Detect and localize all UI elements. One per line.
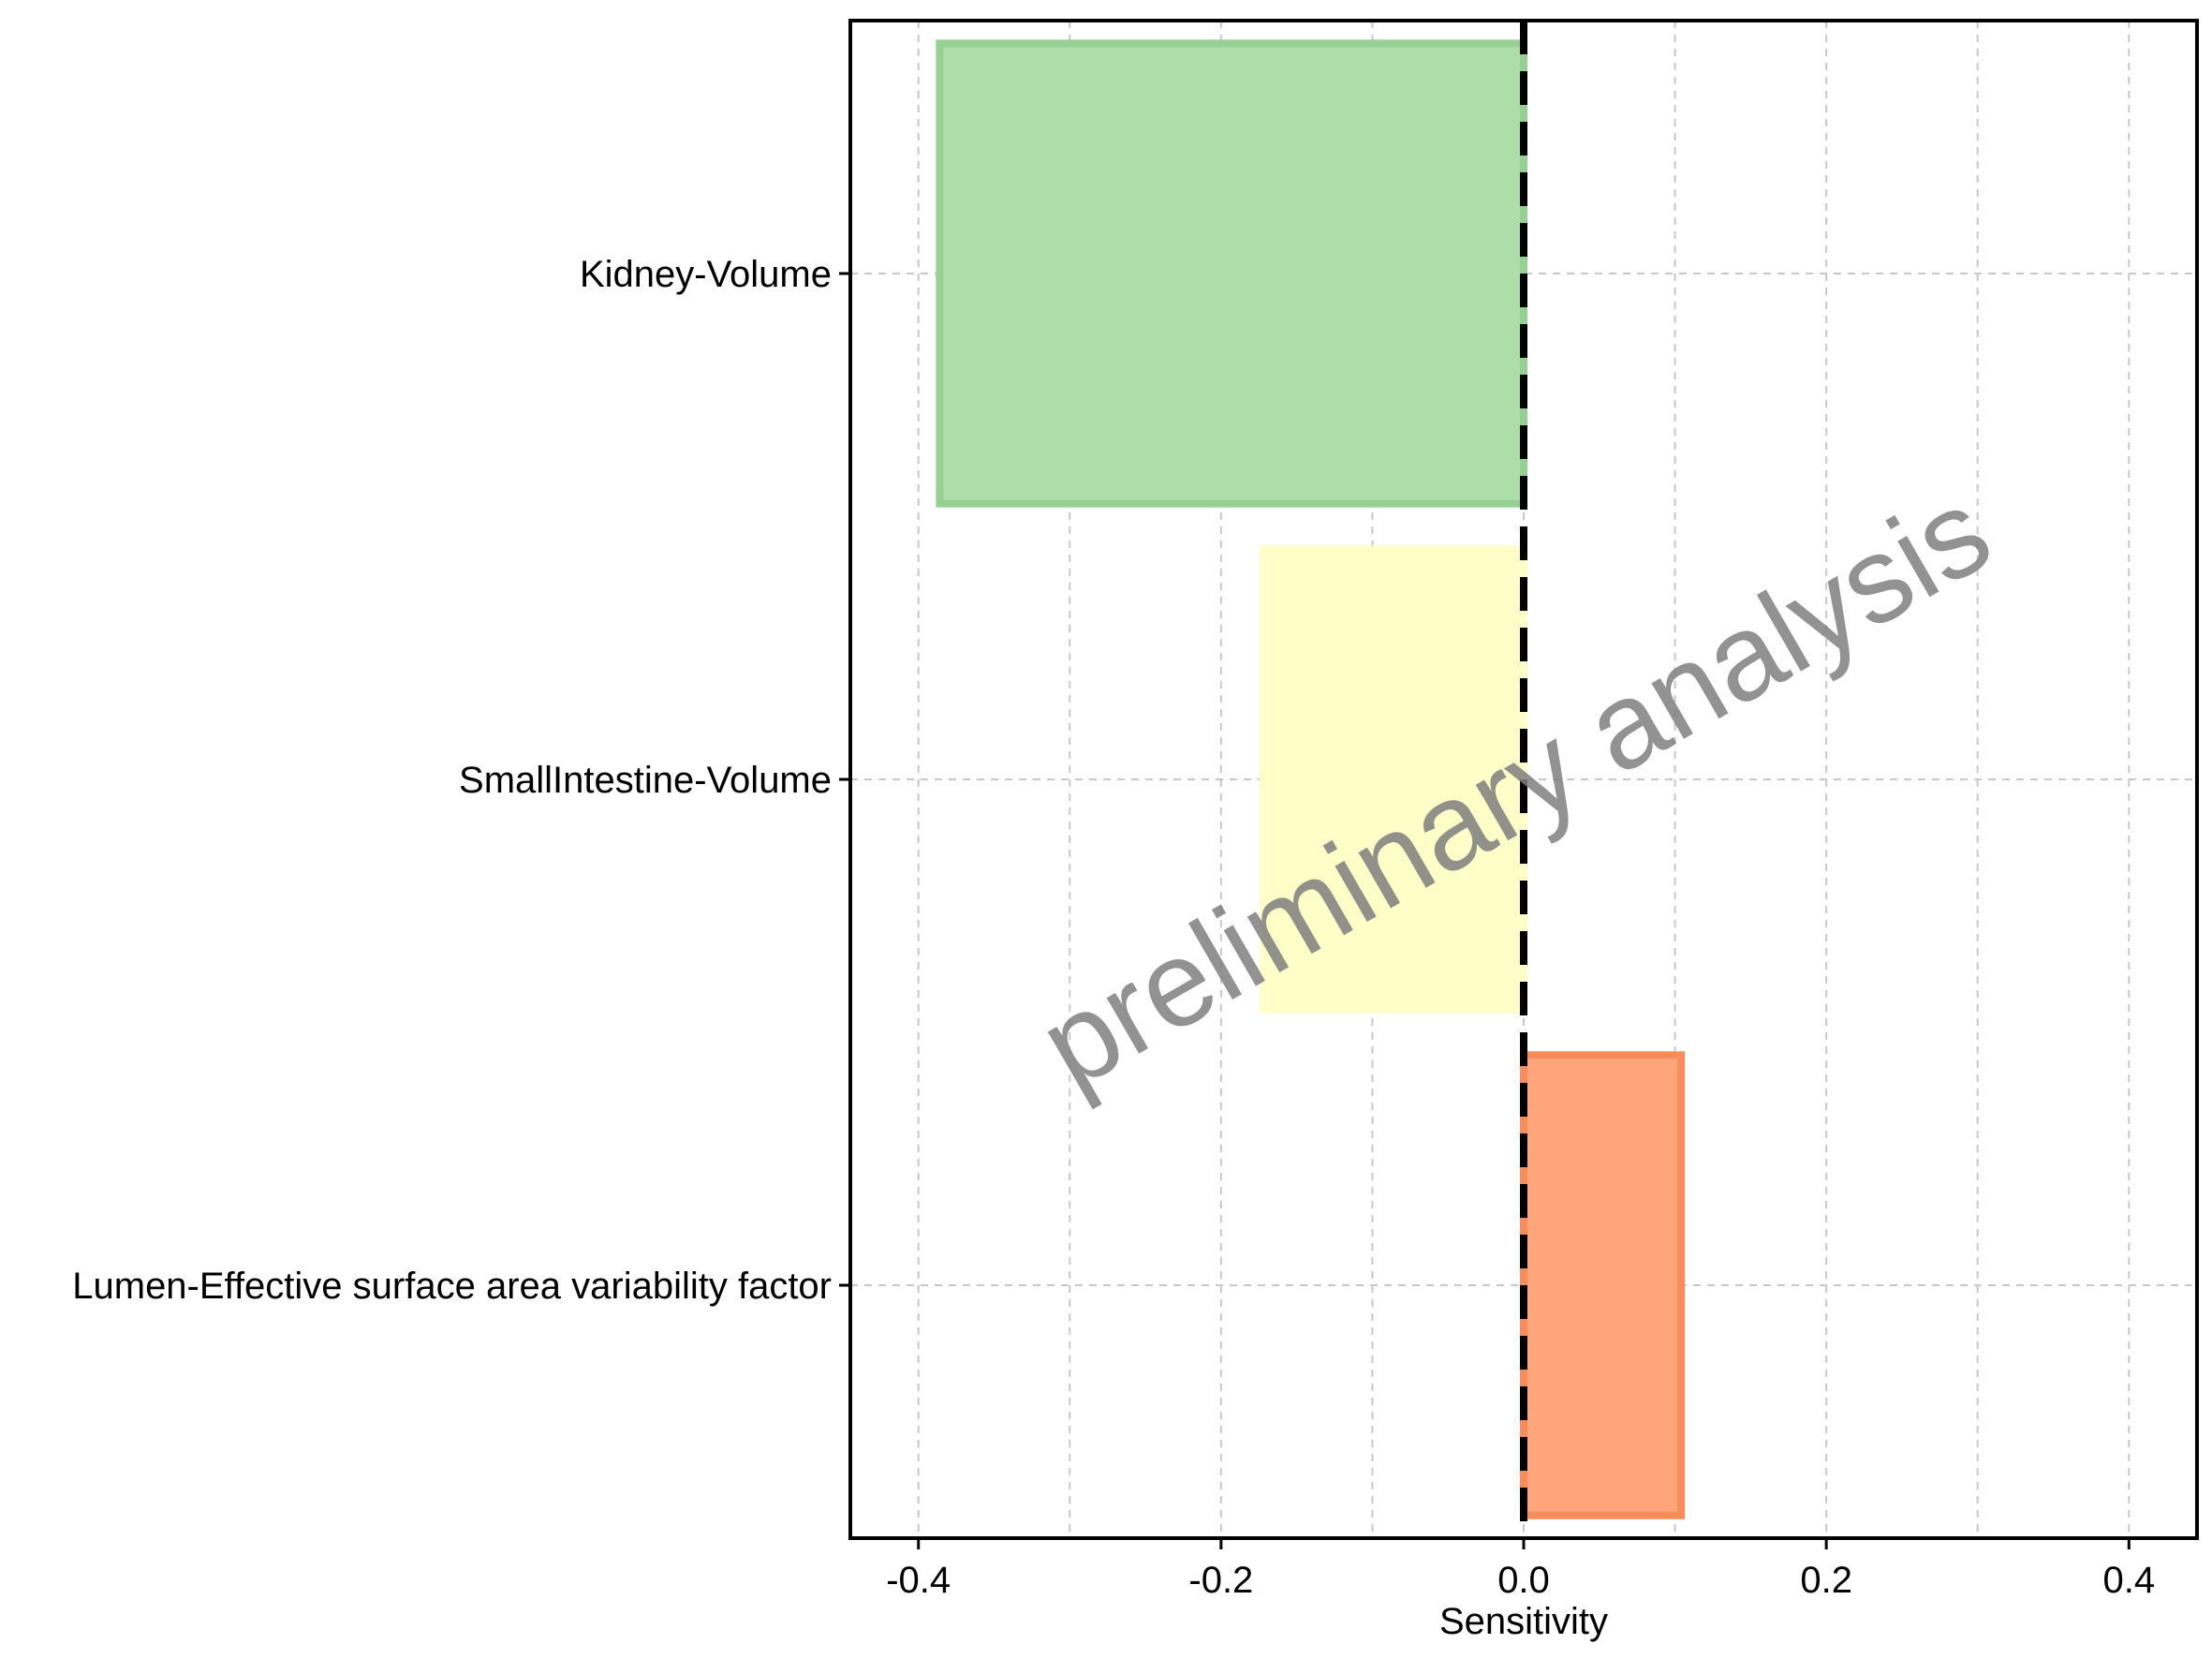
bar-kidney-volume bbox=[936, 39, 1527, 508]
axes bbox=[839, 19, 2199, 1549]
x-tick-label: 0.2 bbox=[1800, 1560, 1852, 1601]
x-tick-label: -0.4 bbox=[886, 1560, 951, 1601]
x-tick-labels: -0.4 -0.2 0.0 0.2 0.4 bbox=[886, 1560, 2155, 1601]
y-tick-label: Kidney-Volume bbox=[580, 254, 832, 295]
bar-smallintestine-volume bbox=[1260, 545, 1527, 1014]
y-tick-labels: Kidney-Volume SmallIntestine-Volume Lumen-… bbox=[72, 254, 832, 1307]
x-tick-label: 0.4 bbox=[2102, 1560, 2155, 1601]
x-tick-label: 0.0 bbox=[1497, 1560, 1550, 1601]
bars bbox=[936, 39, 1686, 1519]
x-tick-label: -0.2 bbox=[1188, 1560, 1253, 1601]
y-tick-label: SmallIntestine-Volume bbox=[459, 760, 832, 801]
bar-lumen-effective-surface-area-variability-factor bbox=[1520, 1051, 1686, 1519]
y-tick-label: Lumen-Effective surface area variability… bbox=[72, 1266, 832, 1307]
x-axis-title: Sensitivity bbox=[1439, 1601, 1608, 1642]
